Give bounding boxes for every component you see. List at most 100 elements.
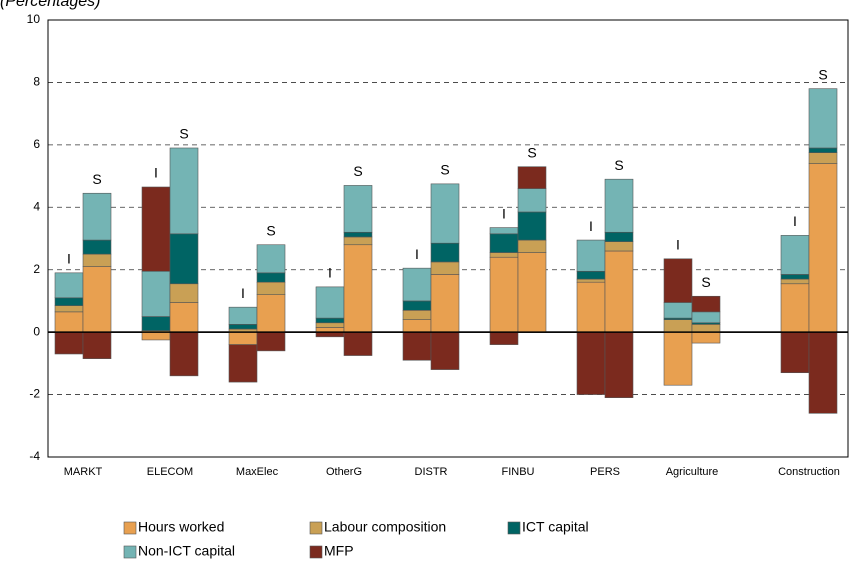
bar-label: S [266, 222, 275, 238]
bar-segment [663, 258, 693, 303]
bar-segment [604, 250, 634, 333]
legend-label: Labour composition [324, 519, 446, 535]
bar-segment [808, 163, 838, 333]
bar-segment [402, 300, 432, 311]
bar-segment [54, 331, 84, 355]
bar-segment [402, 267, 432, 302]
bar-segment [169, 233, 199, 285]
legend-swatch [309, 521, 323, 535]
bar-segment [82, 253, 112, 267]
bar-segment [430, 261, 460, 275]
bar-segment [604, 241, 634, 252]
bar-segment [780, 283, 810, 333]
bar-segment [780, 235, 810, 275]
bar-segment [228, 324, 258, 330]
bar-segment [54, 297, 84, 306]
bar-segment [489, 233, 519, 253]
bar-segment [517, 252, 547, 333]
bar-segment [663, 319, 693, 333]
bar-label: I [415, 246, 419, 262]
bar-label: I [793, 213, 797, 229]
bar-segment [402, 319, 432, 333]
bar-segment [576, 281, 606, 333]
bar-segment [256, 272, 286, 283]
legend-label: ICT capital [522, 519, 589, 535]
legend-swatch [123, 545, 137, 559]
bar-segment [604, 231, 634, 242]
bar-segment [780, 278, 810, 285]
bar-segment [691, 311, 721, 324]
bar-segment [82, 331, 112, 359]
bar-label: I [502, 205, 506, 221]
bar-segment [489, 331, 519, 345]
bar-segment [430, 274, 460, 333]
bar-label: I [328, 265, 332, 281]
bar-label: S [92, 171, 101, 187]
bar-segment [663, 331, 693, 386]
bar-label: S [440, 162, 449, 178]
y-tick-label: 4 [33, 199, 40, 213]
bar-segment [604, 178, 634, 233]
bar-segment [169, 331, 199, 377]
bar-label: I [241, 285, 245, 301]
bar-segment [489, 252, 519, 258]
bar-segment [576, 331, 606, 395]
x-tick-label: MaxElec [236, 466, 279, 478]
bar-segment [691, 324, 721, 333]
bar-segment [228, 306, 258, 325]
bar-segment [228, 344, 258, 383]
bar-segment [691, 295, 721, 313]
bar-segment [315, 322, 345, 328]
bar-segment [576, 270, 606, 280]
bar-segment [576, 278, 606, 283]
bar-label: S [353, 163, 362, 179]
bar-segment [489, 256, 519, 333]
bar-segment [430, 242, 460, 263]
y-tick-label: -2 [29, 387, 40, 401]
bar-segment [402, 331, 432, 361]
x-tick-label: Agriculture [666, 466, 719, 478]
bar-segment [54, 311, 84, 333]
bar-segment [343, 244, 373, 333]
bar-segment [343, 236, 373, 246]
bar-segment [663, 302, 693, 319]
bar-segment [604, 331, 634, 398]
bar-segment [808, 88, 838, 149]
y-tick-label: -4 [29, 449, 40, 463]
bar-segment [576, 239, 606, 272]
bar-segment [430, 183, 460, 244]
bar-label: S [818, 66, 827, 82]
bar-segment [256, 331, 286, 352]
y-tick-label: 2 [33, 262, 40, 276]
bar-label: S [614, 157, 623, 173]
legend-label: Non-ICT capital [138, 543, 235, 559]
x-tick-label: DISTR [415, 466, 448, 478]
bar-segment [256, 281, 286, 295]
bar-segment [141, 331, 171, 341]
legend-swatch [507, 521, 521, 535]
bar-segment [343, 185, 373, 233]
bar-segment [315, 317, 345, 324]
bar-segment [343, 231, 373, 238]
bar-segment [808, 147, 838, 153]
bar-segment [82, 239, 112, 255]
bar-segment [228, 331, 258, 345]
y-tick-label: 10 [27, 12, 41, 26]
bar-segment [402, 309, 432, 320]
bar-segment [169, 283, 199, 303]
bar-label: S [701, 274, 710, 290]
plot-frame [47, 19, 849, 458]
bar-segment [54, 272, 84, 299]
chart-title: (Percentages) [0, 0, 101, 10]
bar-label: S [179, 126, 188, 142]
bar-segment [691, 331, 721, 344]
x-tick-label: MARKT [64, 466, 103, 478]
bar-segment [54, 305, 84, 313]
x-tick-label: OtherG [326, 466, 362, 478]
y-tick-label: 8 [33, 75, 40, 89]
bar-segment [82, 192, 112, 241]
bar-label: I [589, 218, 593, 234]
x-tick-label: ELECOM [147, 466, 193, 478]
y-tick-label: 0 [33, 324, 40, 338]
